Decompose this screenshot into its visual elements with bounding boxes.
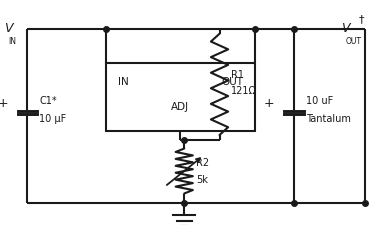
Text: 10 uF: 10 uF (306, 96, 333, 106)
Text: C1*: C1* (39, 96, 57, 106)
Text: R2: R2 (196, 158, 209, 168)
Text: 10 μF: 10 μF (39, 114, 67, 124)
Text: +: + (264, 97, 274, 110)
Text: +: + (0, 97, 8, 110)
Text: 5k: 5k (196, 175, 208, 185)
Text: 121Ω: 121Ω (231, 86, 257, 96)
Text: †: † (359, 14, 364, 24)
Text: OUT: OUT (345, 37, 361, 46)
Text: R1: R1 (231, 70, 244, 80)
Text: $V$: $V$ (341, 22, 352, 35)
Text: IN: IN (118, 76, 128, 86)
Text: ADJ: ADJ (171, 102, 189, 112)
Text: Tantalum: Tantalum (306, 114, 350, 124)
Text: IN: IN (9, 37, 16, 46)
Text: OUT: OUT (221, 76, 243, 86)
Text: $V$: $V$ (4, 22, 15, 35)
Bar (106, 63, 255, 130)
